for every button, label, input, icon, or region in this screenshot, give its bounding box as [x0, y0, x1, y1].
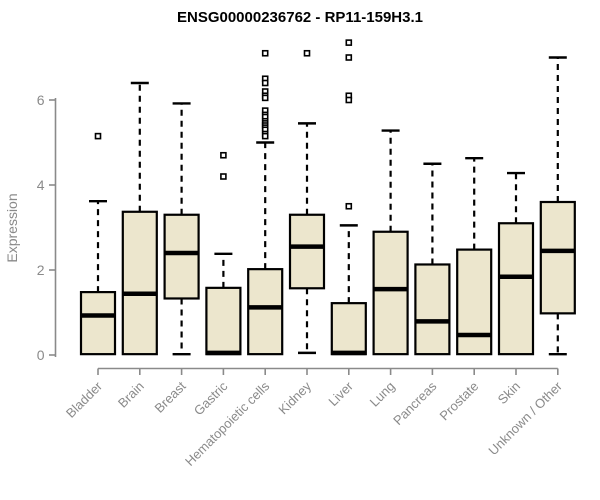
x-tick-label-prostate: Prostate	[436, 379, 481, 424]
outlier-point	[345, 202, 353, 210]
iqr-box	[330, 302, 367, 356]
box-unknown-other	[539, 56, 576, 356]
box-kidney	[288, 49, 326, 355]
box-bladder	[79, 132, 117, 356]
x-tick-label-kidney: Kidney	[275, 378, 314, 417]
y-tick-label: 4	[37, 177, 45, 193]
x-tick-label-bladder: Bladder	[63, 378, 106, 421]
box-brain	[121, 81, 158, 356]
outlier-point	[345, 39, 353, 46]
iqr-box	[414, 263, 451, 356]
box-skin	[497, 171, 535, 356]
x-tick-label-brain: Brain	[115, 379, 147, 411]
iqr-box	[539, 200, 576, 315]
box-lung	[372, 129, 409, 356]
box-hematopoietic-cells	[247, 49, 284, 356]
y-tick-label: 0	[37, 347, 45, 363]
x-tick-label-gastric: Gastric	[191, 378, 231, 418]
y-tick-label: 6	[37, 92, 45, 108]
iqr-box	[121, 210, 158, 356]
outlier-point	[220, 173, 227, 180]
box-prostate	[456, 157, 493, 356]
y-axis-label: Expression	[4, 193, 20, 262]
outlier-point	[303, 49, 311, 57]
box-group	[79, 39, 576, 356]
outlier-point	[345, 96, 353, 104]
x-tick-label-pancreas: Pancreas	[390, 378, 440, 428]
box-pancreas	[414, 162, 451, 356]
chart-title: ENSG00000236762 - RP11-159H3.1	[177, 9, 423, 26]
outlier-point	[261, 94, 269, 102]
box-gastric	[205, 151, 242, 356]
iqr-box	[163, 213, 200, 300]
iqr-box	[205, 286, 242, 356]
x-tick-label-skin: Skin	[495, 379, 523, 407]
iqr-box	[247, 268, 284, 356]
box-breast	[163, 102, 200, 356]
x-tick-label-lung: Lung	[367, 379, 398, 410]
y-tick-label: 2	[37, 262, 45, 278]
outlier-point	[94, 132, 102, 140]
iqr-box	[288, 213, 326, 290]
outlier-point	[261, 79, 269, 87]
x-tick-label-liver: Liver	[325, 378, 356, 409]
iqr-box	[456, 248, 493, 356]
outlier-point	[261, 49, 269, 57]
x-tick-label-breast: Breast	[152, 378, 189, 415]
iqr-box	[79, 291, 117, 356]
outlier-point	[220, 151, 227, 159]
x-tick-label-unknown-other: Unknown / Other	[485, 378, 565, 458]
iqr-box	[372, 230, 409, 356]
outlier-point	[345, 54, 353, 61]
box-liver	[330, 39, 367, 356]
iqr-box	[497, 222, 535, 356]
outlier-point	[261, 132, 269, 140]
